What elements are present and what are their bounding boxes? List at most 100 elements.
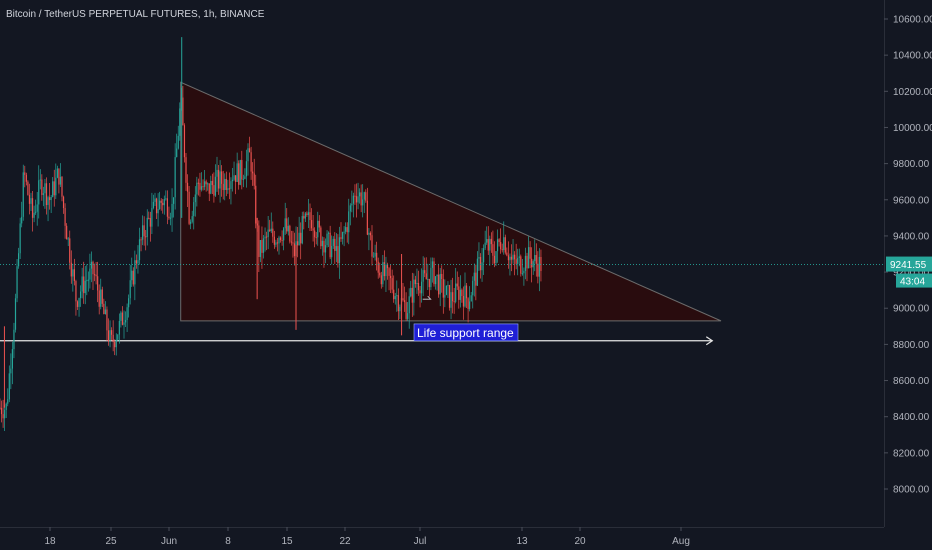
candle-body [309, 212, 311, 221]
candle-body [126, 307, 128, 321]
candle-body [217, 169, 220, 189]
candle-body [205, 181, 207, 185]
countdown-badge [896, 273, 932, 288]
candle-body [357, 196, 359, 203]
candle-body [332, 238, 334, 246]
candle-body [47, 197, 49, 205]
candle-body [176, 148, 178, 158]
candle-body [303, 216, 305, 219]
candles-layer [0, 37, 542, 432]
candle-body [111, 330, 113, 335]
candle-body [335, 246, 337, 251]
candle-body [312, 228, 314, 231]
symbol-title[interactable]: Bitcoin / TetherUS PERPETUAL FUTURES, 1h… [6, 9, 265, 20]
overlay-layer[interactable]: Life support range [0, 264, 884, 342]
candle-body [41, 179, 43, 195]
candle-body [168, 216, 170, 219]
candle-body [103, 303, 105, 315]
candle-body [501, 249, 503, 251]
descending-triangle-drawing[interactable] [180, 81, 722, 322]
annotation-label[interactable]: Life support range [417, 326, 514, 340]
candle-body [207, 183, 209, 185]
candle-body [351, 203, 353, 206]
candle-body [61, 176, 63, 197]
candle-body [244, 176, 246, 179]
candle-body [425, 273, 427, 280]
candle-body [2, 414, 4, 419]
candle-body [306, 213, 308, 215]
candle-body [360, 192, 362, 206]
candle-body [233, 175, 235, 180]
candle-body [300, 232, 302, 244]
candle-body [76, 301, 79, 307]
candle-body [14, 298, 17, 330]
candle-body [518, 256, 520, 258]
candle-body [266, 236, 268, 238]
candle-body [78, 298, 80, 307]
candle-body [186, 182, 189, 192]
candle-body [368, 232, 370, 235]
candle-body [355, 196, 358, 203]
candle-body [467, 298, 469, 309]
candle-body [270, 228, 272, 232]
time-tick-label: Jul [414, 536, 427, 547]
candle-body [456, 283, 458, 287]
candle-body [53, 181, 55, 196]
candle-body [171, 203, 173, 218]
time-tick-label: 13 [516, 536, 528, 547]
candle-body [55, 177, 57, 196]
candle-body [62, 196, 65, 209]
candle-body [250, 152, 252, 172]
candle-body [464, 285, 466, 307]
candle-body [242, 178, 244, 180]
candle-body [473, 272, 475, 281]
annotation-box[interactable] [413, 323, 519, 342]
candle-body [391, 278, 393, 290]
candle-body [231, 179, 234, 182]
candle-body [385, 264, 387, 277]
candle-body [469, 301, 471, 309]
candle-body [157, 209, 159, 214]
candle-body [427, 278, 429, 280]
candle-body [8, 373, 10, 400]
candle-body [199, 182, 201, 190]
candle-body [354, 195, 356, 197]
time-tick-label: 20 [574, 536, 586, 547]
price-tick-label: 10200.00 [893, 87, 932, 98]
candle-body [538, 256, 540, 277]
candle-body [484, 242, 486, 249]
candle-body [11, 349, 13, 369]
candle-body [138, 239, 141, 261]
candle-body [410, 287, 412, 297]
candle-body [517, 257, 519, 264]
candle-body [348, 211, 350, 233]
candle-body [238, 163, 240, 185]
candle-body [379, 272, 381, 276]
candle-body [424, 270, 426, 274]
candle-body [42, 193, 44, 195]
candle-body [211, 180, 213, 186]
candle-body [345, 227, 347, 232]
candle-body [416, 283, 418, 285]
candle-body [64, 208, 66, 226]
candle-body [30, 198, 32, 204]
candle-body [434, 276, 437, 285]
candle-body [104, 309, 106, 315]
candle-body [383, 262, 385, 277]
candle-body [73, 269, 75, 282]
candle-body [191, 216, 193, 222]
candle-body [89, 268, 91, 280]
candle-body [58, 168, 60, 185]
time-tick-label: 22 [339, 536, 351, 547]
candle-body [90, 261, 93, 269]
candle-body [366, 200, 368, 235]
candle-body [287, 225, 289, 232]
candle-body [380, 275, 382, 285]
bar-countdown: 43:04 [900, 277, 925, 288]
candle-body [59, 176, 62, 185]
drawings-layer[interactable] [0, 81, 722, 346]
candle-body [334, 238, 336, 251]
candle-body [489, 238, 491, 251]
